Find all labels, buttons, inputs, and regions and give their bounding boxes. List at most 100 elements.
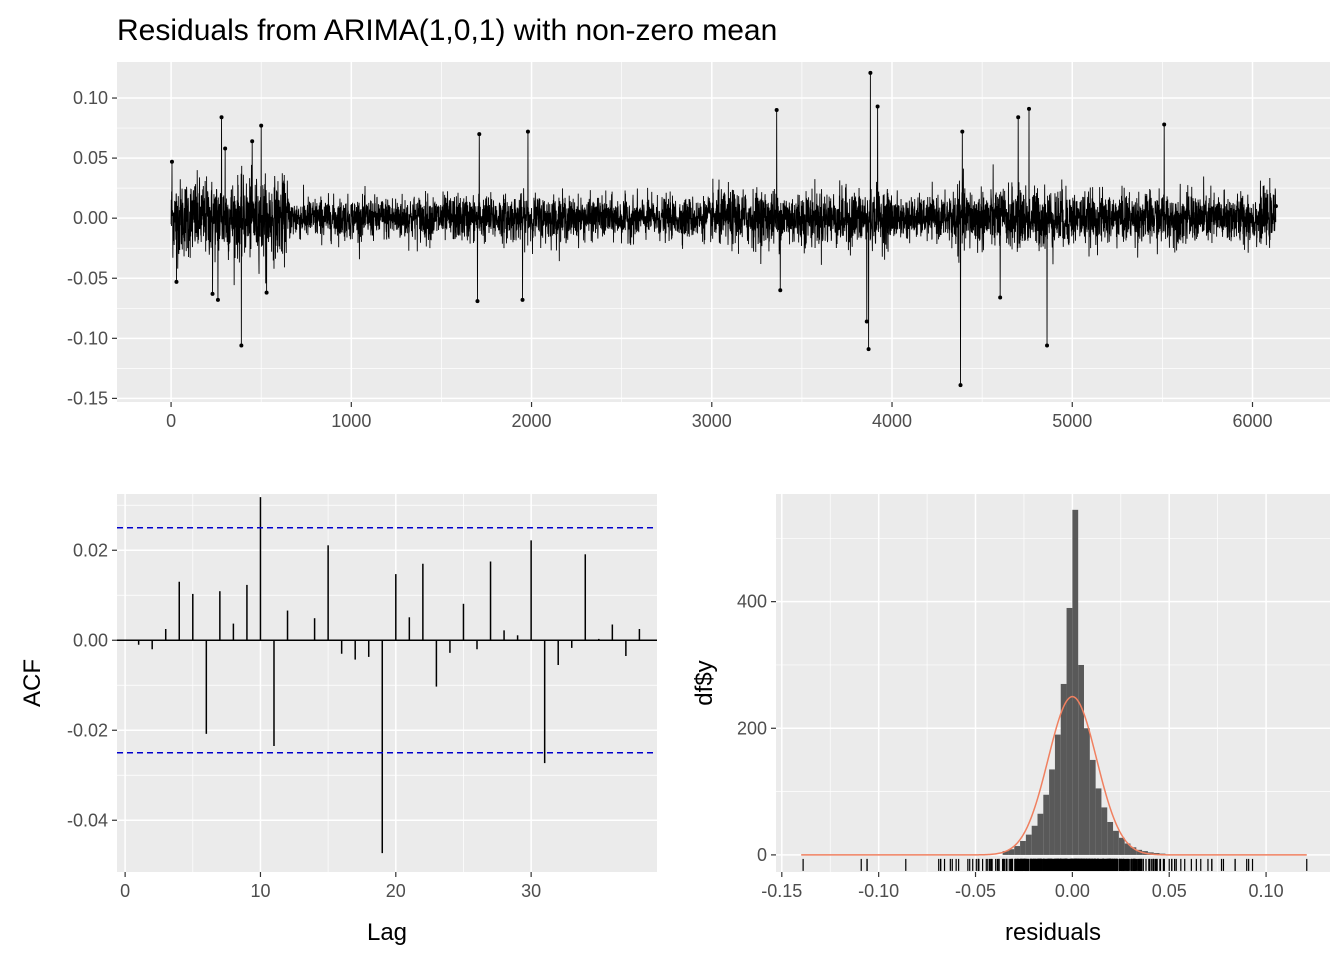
y-tick-label: -0.02 (67, 720, 108, 740)
residual-point (875, 104, 880, 109)
histogram-bar (1136, 849, 1143, 855)
histogram-bar (1008, 849, 1015, 855)
residual-point (475, 299, 480, 304)
histogram-bar (1066, 607, 1073, 855)
residual-point (250, 139, 255, 144)
acf-bars (117, 497, 657, 854)
x-tick-label: -0.05 (955, 881, 996, 901)
x-tick-label: 10 (250, 881, 270, 901)
x-tick-label: 0.05 (1152, 881, 1187, 901)
acf-x-axis: 0 10 20 30 (120, 872, 541, 901)
histogram-panel: -0.15 -0.10 -0.05 0.00 0.05 0.10 0 200 400 resi… (691, 494, 1330, 946)
residual-point (174, 279, 179, 284)
residual-point (1162, 122, 1167, 127)
residual-point (520, 297, 525, 302)
x-tick-label: -0.15 (761, 881, 802, 901)
y-tick-label: 0.00 (73, 208, 108, 228)
residual-point (477, 132, 482, 137)
y-tick-label: 400 (737, 592, 767, 612)
x-tick-label: 1000 (331, 411, 371, 431)
histogram-bar (1072, 509, 1079, 855)
histogram-bar (1130, 847, 1137, 855)
residual-point (239, 343, 244, 348)
residual-point (215, 297, 220, 302)
residual-point (525, 129, 530, 134)
acf-confidence-bounds (117, 527, 657, 754)
x-tick-label: 30 (521, 881, 541, 901)
acf-x-axis-title: Lag (367, 919, 407, 946)
residual-x-axis: 0 1000 2000 3000 4000 5000 6000 (166, 402, 1273, 431)
residual-line (169, 70, 1278, 388)
residual-point (1273, 204, 1278, 209)
residual-point (259, 123, 264, 128)
x-tick-label: 0.00 (1055, 881, 1090, 901)
residual-point (998, 295, 1003, 300)
x-tick-label: 3000 (692, 411, 732, 431)
x-tick-label: 6000 (1232, 411, 1272, 431)
histogram-bar (1002, 851, 1009, 855)
y-tick-label: 0 (757, 845, 767, 865)
residual-point (210, 291, 215, 296)
plot-title: Residuals from ARIMA(1,0,1) with non-zer… (117, 14, 777, 47)
histogram-bar (1025, 834, 1032, 855)
histogram-bar (1031, 825, 1038, 855)
residual-series-line (170, 72, 1277, 386)
histogram-y-axis-title: df$y (691, 660, 718, 705)
histogram-bar (1113, 830, 1119, 855)
residual-point (1027, 106, 1032, 111)
histogram-bar (1049, 769, 1055, 855)
histogram-bar (1095, 788, 1102, 855)
x-tick-label: 0 (166, 411, 176, 431)
residual-point (223, 146, 228, 151)
y-tick-label: -0.05 (67, 268, 108, 288)
histogram-rug (802, 858, 1308, 871)
histogram-bar (1101, 807, 1108, 855)
histogram-bar (1020, 840, 1026, 855)
x-tick-label: 0.10 (1249, 881, 1284, 901)
residual-point (864, 319, 869, 324)
histogram-bar (1037, 813, 1044, 855)
x-tick-label: 0 (120, 881, 130, 901)
y-tick-label: -0.10 (67, 328, 108, 348)
residual-point (169, 159, 174, 164)
histogram-bar (1089, 759, 1096, 855)
histogram-x-axis-title: residuals (1005, 919, 1101, 946)
residual-point (866, 347, 871, 352)
x-tick-label: -0.10 (858, 881, 899, 901)
residual-point (774, 108, 779, 113)
density-curve (801, 695, 1307, 856)
residual-point (264, 290, 269, 295)
histogram-bar (1124, 843, 1131, 855)
x-tick-label: 2000 (512, 411, 552, 431)
y-tick-label: 0.10 (73, 88, 108, 108)
residual-point (778, 288, 783, 293)
histogram-x-axis: -0.15 -0.10 -0.05 0.00 0.05 0.10 (761, 872, 1284, 901)
histogram-bar (1043, 794, 1050, 855)
residual-y-axis: -0.15 -0.10 -0.05 0.00 0.05 0.10 (67, 88, 117, 408)
residual-point (958, 383, 963, 388)
acf-panel: 0 10 20 30 -0.04 -0.02 0.00 0.02 Lag ACF (19, 494, 657, 946)
residual-series-panel: 0 1000 2000 3000 4000 5000 6000 -0.15 -0.10 -0.0… (67, 62, 1330, 431)
y-tick-label: 0.00 (73, 630, 108, 650)
x-tick-label: 20 (386, 881, 406, 901)
y-tick-label: -0.15 (67, 388, 108, 408)
residual-point (1016, 115, 1021, 120)
acf-y-axis: -0.04 -0.02 0.00 0.02 (67, 540, 117, 830)
acf-y-axis-title: ACF (19, 659, 46, 707)
histogram-bar (1083, 728, 1090, 855)
histogram-bar (1060, 683, 1067, 855)
y-tick-label: 0.05 (73, 148, 108, 168)
x-tick-label: 4000 (872, 411, 912, 431)
histogram-bar (1107, 821, 1114, 855)
histogram-bar (1054, 734, 1061, 855)
histogram-bar (1014, 846, 1021, 855)
y-tick-label: 0.02 (73, 540, 108, 560)
residual-point (219, 115, 224, 120)
histogram-y-axis: 0 200 400 (737, 592, 776, 865)
y-tick-label: 200 (737, 718, 767, 738)
histogram-bar (1118, 837, 1125, 855)
residual-point (960, 129, 965, 134)
histogram-bar (1078, 664, 1084, 855)
residual-point (1045, 343, 1050, 348)
